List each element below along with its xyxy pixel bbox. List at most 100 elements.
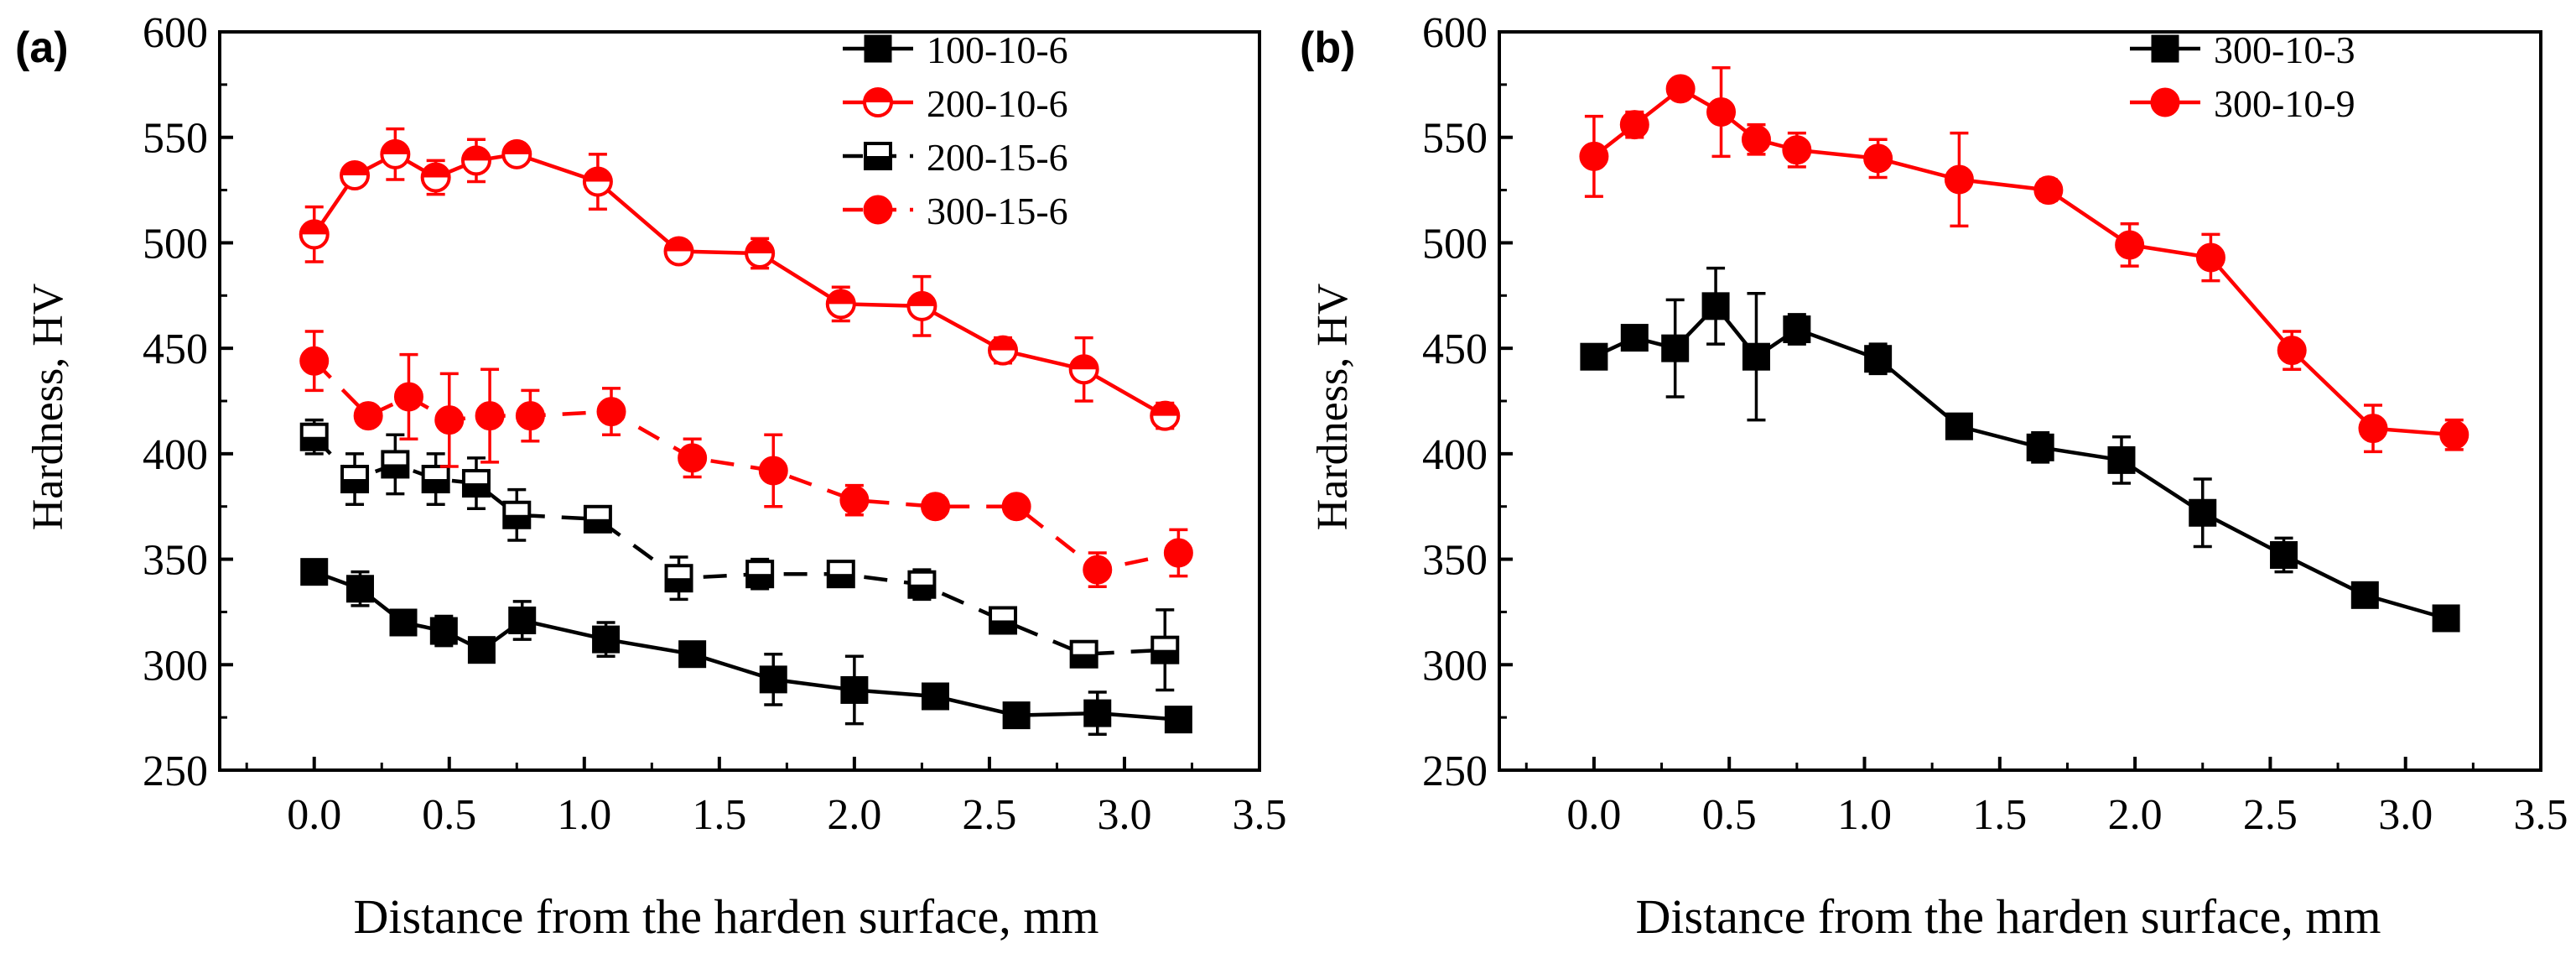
- x-tick-label: 2.5: [962, 791, 1016, 839]
- legend-marker: [2150, 87, 2180, 117]
- legend-marker: [2151, 34, 2179, 63]
- legend-entry: 200-10-6: [843, 82, 1068, 125]
- data-point: [421, 465, 450, 494]
- x-tick-label: 0.0: [1566, 791, 1621, 839]
- data-point: [429, 617, 458, 645]
- y-tick-label: 600: [1422, 9, 1488, 57]
- y-tick-label: 500: [1422, 220, 1488, 268]
- series-300-10-3: [1580, 266, 2460, 633]
- data-point: [745, 560, 775, 589]
- data-point-fill: [342, 479, 368, 492]
- data-point: [299, 219, 330, 250]
- data-point: [907, 570, 937, 599]
- data-point-fill: [503, 140, 531, 154]
- data-point: [434, 405, 465, 435]
- legend-label: 200-15-6: [927, 136, 1068, 179]
- y-tick-label: 550: [143, 115, 208, 163]
- data-point: [664, 564, 693, 593]
- series-300-15-6: [299, 330, 1193, 589]
- legend-entry: 300-10-9: [2130, 82, 2355, 125]
- data-point: [2432, 604, 2460, 633]
- data-point: [825, 289, 856, 320]
- data-point: [840, 675, 869, 704]
- data-point: [420, 162, 451, 193]
- data-point-fill: [584, 168, 611, 182]
- y-tick-label: 250: [143, 748, 208, 795]
- legend-label: 300-10-9: [2214, 82, 2355, 125]
- data-point-fill: [908, 292, 936, 306]
- data-point: [2107, 445, 2136, 474]
- series-line: [1592, 303, 2447, 621]
- data-point: [1864, 345, 1893, 373]
- plot-area: 250 300 350 400 450 500 550 600 0.0 0.5 1.0 1.5 2.0 2…: [143, 9, 1287, 839]
- data-point-fill: [1151, 402, 1179, 416]
- x-tick-label: 2.5: [2243, 791, 2298, 839]
- data-point: [1580, 342, 1608, 371]
- data-point: [467, 636, 496, 664]
- y-tick-label: 350: [143, 537, 208, 585]
- data-point: [1002, 701, 1031, 730]
- chart-panel-a: (a) Hardness, HV Distance from the harde…: [15, 9, 1287, 944]
- data-point-fill: [1070, 356, 1098, 370]
- series-300-10-9: [1579, 65, 2470, 454]
- data-point: [2033, 175, 2064, 206]
- x-tick-label: 1.0: [1837, 791, 1892, 839]
- legend-label: 200-10-6: [927, 82, 1068, 125]
- x-tick-label: 3.0: [2378, 791, 2433, 839]
- plot-frame: [218, 30, 1261, 772]
- y-tick-label: 400: [143, 431, 208, 479]
- data-point: [826, 560, 855, 589]
- data-point: [592, 625, 621, 654]
- series-200-15-6: [299, 418, 1180, 692]
- x-axis-title: Distance from the harden surface, mm: [1636, 889, 2381, 944]
- data-point: [1782, 135, 1812, 165]
- y-tick-label: 550: [1422, 115, 1488, 163]
- legend-entry: 100-10-6: [843, 29, 1068, 71]
- data-point: [380, 138, 411, 169]
- legend-marker-fill: [865, 156, 891, 169]
- x-axis-title: Distance from the harden surface, mm: [354, 889, 1099, 944]
- data-point: [745, 238, 776, 268]
- y-tick-label: 600: [143, 9, 208, 57]
- data-point: [759, 665, 787, 694]
- x-tick-label: 3.5: [2514, 791, 2568, 839]
- data-point: [1701, 292, 1730, 320]
- data-point: [758, 456, 788, 486]
- data-point: [460, 145, 491, 176]
- data-point: [989, 606, 1018, 635]
- data-point: [299, 346, 330, 376]
- data-point-fill: [747, 574, 773, 587]
- data-point: [1661, 334, 1690, 362]
- data-point: [1083, 699, 1112, 727]
- legend-label: 100-10-6: [927, 29, 1068, 71]
- data-point: [1620, 324, 1649, 352]
- data-point: [1001, 492, 1031, 522]
- data-point-fill: [462, 147, 490, 161]
- data-point: [2277, 336, 2307, 366]
- x-tick-label: 1.0: [557, 791, 611, 839]
- data-point: [1068, 354, 1099, 385]
- data-point-fill: [990, 620, 1016, 633]
- data-point-fill: [463, 483, 489, 497]
- y-tick-label: 450: [1422, 326, 1488, 373]
- data-point: [2270, 541, 2298, 570]
- data-point-fill: [301, 436, 327, 450]
- data-point-fill: [584, 518, 610, 532]
- legend-label: 300-10-3: [2214, 29, 2355, 71]
- x-tick-label: 1.5: [692, 791, 746, 839]
- legend-entry: 200-15-6: [843, 136, 1068, 179]
- data-point-fill: [382, 464, 408, 477]
- data-point: [2358, 414, 2388, 444]
- data-point: [988, 335, 1019, 366]
- series-100-10-6: [300, 558, 1192, 737]
- x-tick-label: 3.5: [1233, 791, 1287, 839]
- data-point: [345, 575, 374, 603]
- x-tick-label: 3.0: [1097, 791, 1151, 839]
- panel-label: (a): [15, 23, 69, 72]
- data-point: [1945, 412, 1973, 440]
- data-point: [508, 606, 537, 634]
- data-point: [1150, 400, 1181, 431]
- data-point-fill: [422, 164, 449, 178]
- y-tick-label: 400: [1422, 431, 1488, 479]
- data-point: [1069, 639, 1098, 669]
